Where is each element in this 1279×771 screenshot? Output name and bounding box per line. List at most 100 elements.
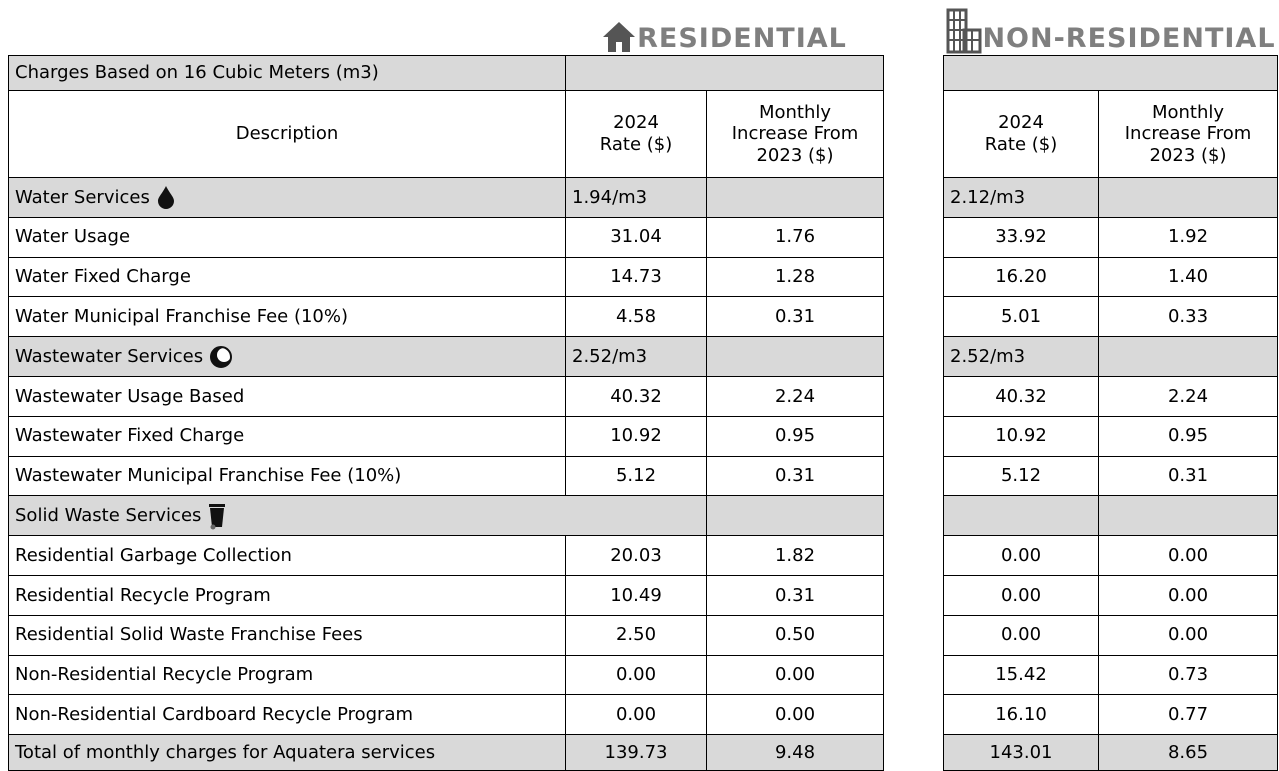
cell-text: 5.01 (1000, 305, 1042, 327)
rate-cell: 0.00 (565, 654, 707, 696)
increase-cell: 0.77 (1098, 694, 1278, 736)
cell-text: 2.12/m3 (950, 186, 1026, 208)
cell-text: 2024 Rate ($) (599, 112, 673, 155)
rate-cell: 1.94/m3 (565, 177, 707, 218)
building-icon (946, 8, 982, 54)
column-header: 2024 Rate ($) (565, 90, 707, 178)
rate-cell: 0.00 (565, 694, 707, 736)
increase-cell: 2.24 (706, 376, 884, 417)
cell-text: 0.00 (615, 703, 657, 725)
increase-cell: 1.40 (1098, 256, 1278, 298)
rate-cell: 14.73 (565, 256, 707, 298)
cell-text: Description (235, 123, 339, 145)
increase-cell: 9.48 (706, 734, 884, 771)
rate-cell: 31.04 (565, 216, 707, 258)
cell-text: 0.31 (1167, 465, 1209, 487)
residential-title: RESIDENTIAL (637, 23, 847, 54)
cell-text: 9.48 (774, 741, 816, 763)
rate-cell: 10.92 (565, 415, 707, 457)
rate-cell: 16.20 (943, 256, 1099, 298)
cell-text: 8.65 (1167, 741, 1209, 763)
cell-text: Water Fixed Charge (15, 266, 191, 288)
cell-text: Residential Solid Waste Franchise Fees (15, 624, 363, 646)
cell-text: 10.92 (610, 425, 662, 447)
cell-text: Total of monthly charges for Aquatera se… (15, 741, 436, 763)
cell-text: 2.52/m3 (572, 345, 648, 367)
cell-text: 0.31 (774, 584, 816, 606)
section-cell: Water Services (8, 177, 566, 218)
blank-cell (943, 55, 1278, 91)
rate-cell: 2.50 (565, 614, 707, 656)
description-cell: Residential Recycle Program (8, 575, 566, 616)
description-cell: Total of monthly charges for Aquatera se… (8, 734, 566, 771)
non-residential-title: NON-RESIDENTIAL (982, 23, 1276, 54)
rate-cell: 10.49 (565, 575, 707, 616)
rate-cell: 5.12 (565, 455, 707, 497)
cell-text: 4.58 (615, 305, 657, 327)
increase-cell: 0.31 (706, 575, 884, 616)
description-cell: Residential Solid Waste Franchise Fees (8, 614, 566, 656)
cell-text: 2.24 (774, 385, 816, 407)
increase-cell (1098, 336, 1278, 377)
column-header: 2024 Rate ($) (943, 90, 1099, 178)
cell-text: 1.82 (774, 544, 816, 566)
description-cell: Wastewater Fixed Charge (8, 415, 566, 457)
column-header: Monthly Increase From 2023 ($) (1098, 90, 1278, 178)
cell-text: 0.33 (1167, 305, 1209, 327)
rate-cell: 0.00 (943, 575, 1099, 616)
cell-text: 2024 Rate ($) (984, 112, 1058, 155)
description-cell: Wastewater Usage Based (8, 376, 566, 417)
increase-cell: 0.00 (706, 694, 884, 736)
increase-cell: 0.95 (1098, 415, 1278, 457)
section-cell: Wastewater Services (8, 336, 566, 377)
increase-cell: 0.00 (1098, 575, 1278, 616)
cell-text: 0.00 (1167, 584, 1209, 606)
cell-text: 0.00 (1167, 544, 1209, 566)
cell-text: 10.92 (995, 425, 1047, 447)
cell-text: 1.40 (1167, 266, 1209, 288)
rate-cell: 40.32 (943, 376, 1099, 417)
cell-text: 0.00 (615, 664, 657, 686)
cell-text: Non-Residential Recycle Program (15, 664, 314, 686)
rate-cell: 5.12 (943, 455, 1099, 497)
cell-text: Residential Garbage Collection (15, 544, 292, 566)
description-cell: Non-Residential Recycle Program (8, 654, 566, 696)
section-icon (157, 186, 174, 210)
cell-text: 40.32 (610, 385, 662, 407)
rate-cell (943, 495, 1099, 537)
cell-text: 0.73 (1167, 664, 1209, 686)
residential-heading: RESIDENTIAL (565, 8, 883, 54)
cell-text: 2.50 (615, 624, 657, 646)
cell-text: 0.00 (1000, 544, 1042, 566)
cell-text: Charges Based on 16 Cubic Meters (m3) (15, 62, 379, 84)
cell-text: Wastewater Services (15, 345, 204, 367)
cell-text: Monthly Increase From 2023 ($) (731, 101, 859, 166)
rate-cell: 16.10 (943, 694, 1099, 736)
cell-text: 5.12 (1000, 465, 1042, 487)
section-icon (210, 345, 233, 368)
increase-cell: 0.31 (706, 455, 884, 497)
increase-cell: 0.31 (1098, 455, 1278, 497)
rate-cell: 143.01 (943, 734, 1099, 771)
cell-text: 33.92 (995, 226, 1047, 248)
increase-cell (706, 336, 884, 377)
cell-text: Wastewater Fixed Charge (15, 425, 245, 447)
description-cell: Water Municipal Franchise Fee (10%) (8, 296, 566, 338)
cell-text: Residential Recycle Program (15, 584, 271, 606)
rate-cell: 4.58 (565, 296, 707, 338)
increase-cell: 0.00 (1098, 535, 1278, 576)
increase-cell: 1.82 (706, 535, 884, 576)
description-cell: Wastewater Municipal Franchise Fee (10%) (8, 455, 566, 497)
rate-cell: 20.03 (565, 535, 707, 576)
description-cell: Non-Residential Cardboard Recycle Progra… (8, 694, 566, 736)
cell-text: 0.31 (774, 305, 816, 327)
cell-text: Water Municipal Franchise Fee (10%) (15, 305, 349, 327)
cell-text: 2.24 (1167, 385, 1209, 407)
cell-text: 0.00 (1000, 624, 1042, 646)
cell-text: 0.00 (774, 703, 816, 725)
cell-text: 1.92 (1167, 226, 1209, 248)
increase-cell: 1.92 (1098, 216, 1278, 258)
cell-text: 1.28 (774, 266, 816, 288)
cell-text: Wastewater Usage Based (15, 385, 245, 407)
cell-text: Water Services (15, 186, 150, 208)
